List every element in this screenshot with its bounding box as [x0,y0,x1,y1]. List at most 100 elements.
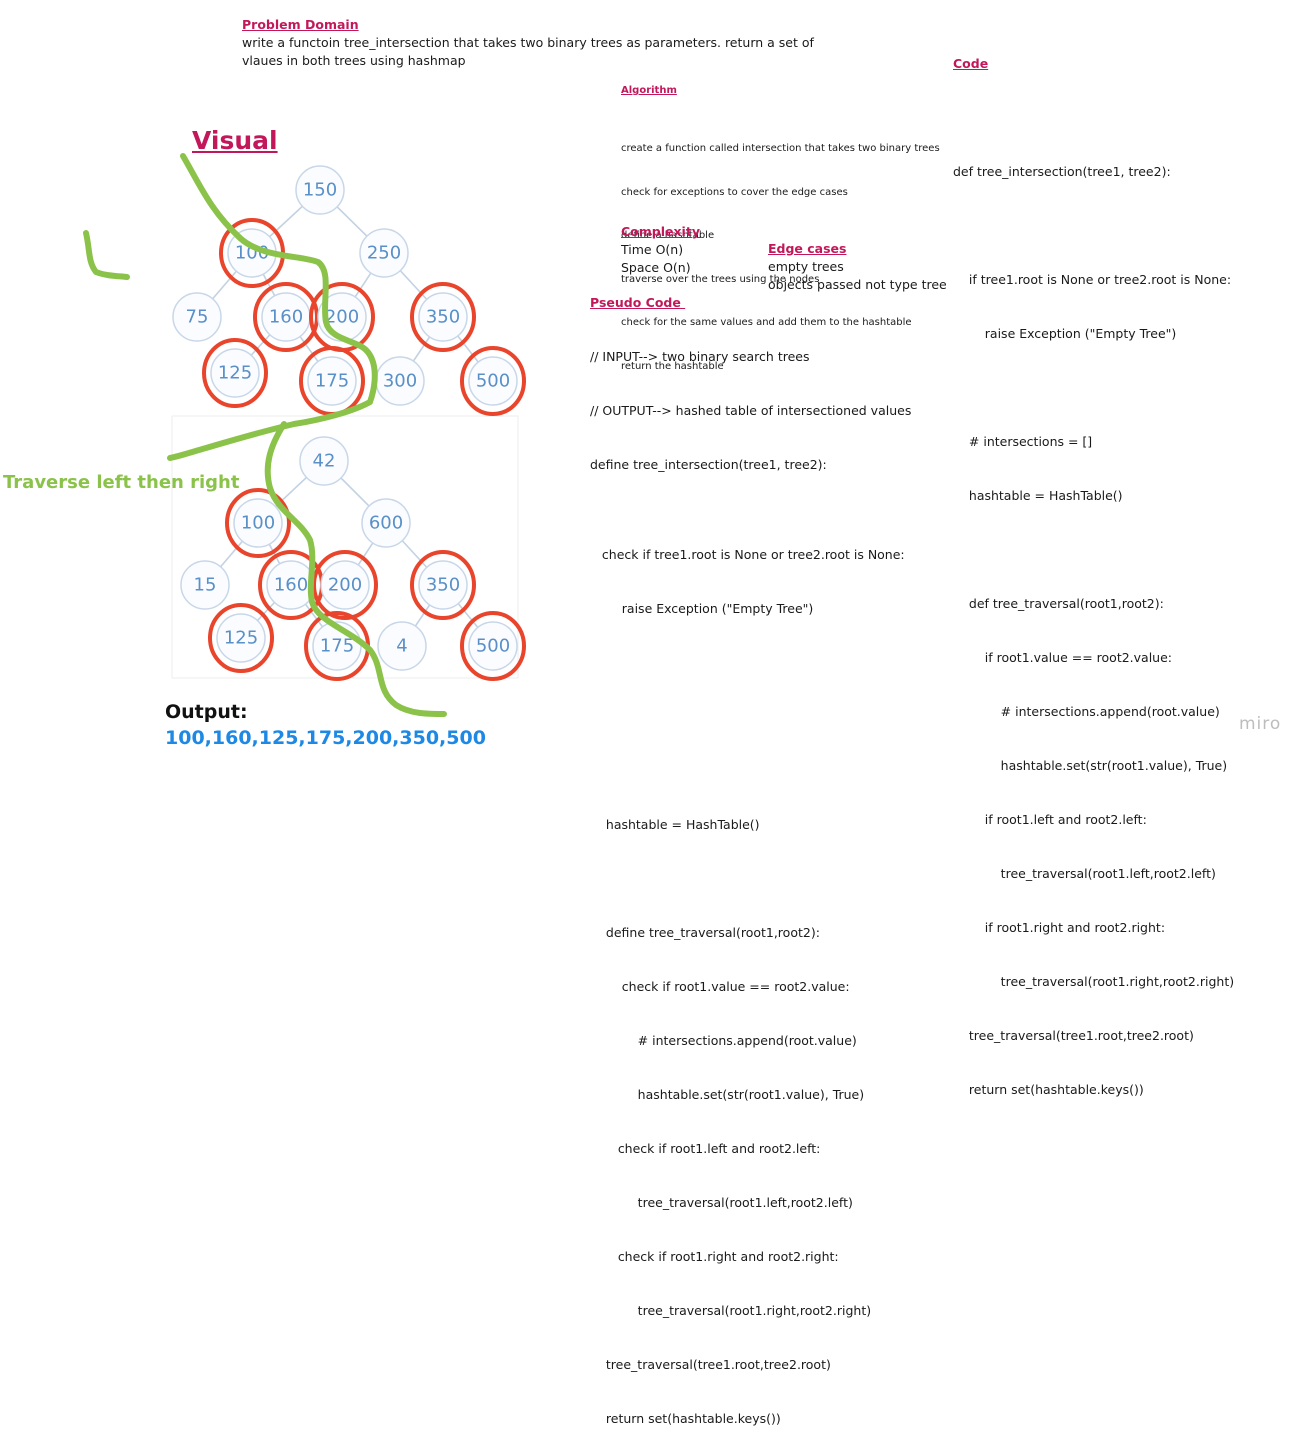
tree-node-500: 500 [460,611,526,681]
tree2-nodes: 42 100 600 15 160 200 350 125 175 4 500 [180,436,526,681]
pseudo-code-line: hashtable.set(str(root1.value), True) [590,1087,865,1102]
match-circle [312,550,378,620]
pseudo-code-line [590,654,911,672]
miro-logo: miro [1239,714,1282,734]
tree-node-circle [418,560,468,610]
tree-node-250: 250 [359,228,409,278]
match-circle [460,611,526,681]
match-circle [410,550,476,620]
tree-node-175: 175 [299,346,365,416]
pseudo-code-line: tree_traversal(tree1.root,tree2.root) [590,1357,831,1372]
tree-node-circle [359,228,409,278]
pseudo-code-line: define tree_intersection(tree1, tree2): [590,457,827,472]
tree-node-value: 500 [476,636,510,657]
pseudo-code-line: // INPUT--> two binary search trees [590,349,810,364]
pseudo-code-line: check if root1.value == root2.value: [590,979,850,994]
tree-node-value: 125 [224,628,258,649]
tree-node-value: 175 [315,371,349,392]
algorithm-steps: create a function called intersection th… [621,113,940,389]
match-circle [253,282,319,352]
code-line [953,541,1234,559]
tree-node-circle [172,292,222,342]
code-heading: Code [953,56,989,71]
tree-node-circle [361,498,411,548]
code-line: def tree_intersection(tree1, tree2): [953,164,1171,179]
match-circle [460,346,526,416]
tree-node-value: 160 [274,575,308,596]
problem-domain-line-1: write a functoin tree_intersection that … [242,35,814,50]
tree-node-circle [233,498,283,548]
tree-node-160: 160 [253,282,319,352]
traversal-path-continued [264,421,447,717]
tree-node-value: 4 [396,636,407,657]
algorithm-step: check for exceptions to cover the edge c… [621,186,848,198]
output-value: 100,160,125,175,200,350,500 [165,727,486,749]
code-line: def tree_traversal(root1,root2): [953,596,1164,611]
match-circle [208,603,274,673]
tree-node-4: 4 [377,621,427,671]
tree-node-value: 350 [426,307,460,328]
tree-node-200: 200 [312,550,378,620]
tree-node-125: 125 [208,603,274,673]
tree-node-circle [307,356,357,406]
tree-node-circle [210,348,260,398]
tree-node-125: 125 [202,338,268,408]
complexity-time: Time O(n) [621,242,684,257]
code-line [953,217,1234,235]
code-line: hashtable = HashTable() [953,488,1123,503]
code-line: raise Exception ("Empty Tree") [953,326,1177,341]
tree-node-value: 150 [303,180,337,201]
code-line [953,109,1234,127]
tree-node-350: 350 [410,550,476,620]
code-line: tree_traversal(root1.right,root2.right) [953,974,1235,989]
tree-node-300: 300 [375,356,425,406]
tree-node-500: 500 [460,346,526,416]
code-line: return set(hashtable.keys()) [953,1082,1144,1097]
tree-node-350: 350 [410,282,476,352]
edge-cases-heading: Edge cases [768,241,847,256]
algorithm-step: create a function called intersection th… [621,143,940,154]
tree-node-value: 500 [476,371,510,392]
code-line: tree_traversal(root1.left,root2.left) [953,866,1216,881]
tree-node-value: 200 [328,575,362,596]
tree-node-circle [377,621,427,671]
output-label: Output: [165,701,248,723]
tree-node-value: 600 [369,513,403,534]
match-circle [202,338,268,408]
code-line: if tree1.root is None or tree2.root is N… [953,272,1232,287]
tree-node-value: 75 [186,307,209,328]
tree-node-15: 15 [180,560,230,610]
code-line: hashtable.set(str(root1.value), True) [953,758,1228,773]
tree-node-150: 150 [295,165,345,215]
pseudo-code-line: hashtable = HashTable() [590,817,760,832]
algorithm-step: define a hashtable [621,230,715,241]
tree-node-value: 250 [367,243,401,264]
pseudo-code-line: check if root1.right and root2.right: [590,1249,839,1264]
pseudo-code-block: // INPUT--> two binary search trees // O… [590,312,911,1446]
complexity-heading: Complexity [621,224,700,239]
tree-visual: 150 100 250 75 160 200 350 125 175 300 500 42 100 60… [83,153,526,717]
algorithm-heading: Algorithm [621,85,677,96]
tree-node-42: 42 [299,436,349,486]
pseudo-code-line: return set(hashtable.keys()) [590,1411,781,1426]
tree-node-value: 160 [269,307,303,328]
tree-node-value: 125 [218,363,252,384]
pseudo-code-line: define tree_traversal(root1,root2): [590,925,820,940]
tree-node-75: 75 [172,292,222,342]
pseudo-code-line: // OUTPUT--> hashed table of intersectio… [590,403,912,418]
tree-node-circle [216,613,266,663]
tree-node-value: 350 [426,575,460,596]
pseudo-code-line: tree_traversal(root1.right,root2.right) [590,1303,872,1318]
tree-node-value: 15 [194,575,217,596]
tree-node-value: 200 [325,307,359,328]
tree-node-value: 100 [241,513,275,534]
problem-domain-line-2: vlaues in both trees using hashmap [242,53,466,68]
match-circle [410,282,476,352]
pseudo-code-line: check if root1.left and root2.left: [590,1141,821,1156]
tree-node-value: 300 [383,371,417,392]
code-line: if root1.left and root2.left: [953,812,1147,827]
code-line [953,379,1234,397]
code-line: if root1.right and root2.right: [953,920,1166,935]
tree-node-600: 600 [361,498,411,548]
